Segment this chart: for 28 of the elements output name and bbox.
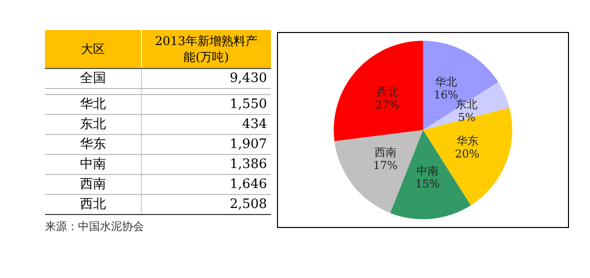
- category-label: 华东: [45, 134, 141, 154]
- data-label: 17%: [373, 159, 398, 172]
- text: 434: [242, 116, 267, 132]
- source-note: 来源：中国水泥协会: [45, 218, 145, 234]
- category-label: 西南: [45, 174, 141, 194]
- category-label: 西北: [45, 194, 141, 214]
- slice-label: 西北: [376, 86, 398, 99]
- data-label: 27%: [375, 98, 400, 112]
- data-label: 16%: [434, 88, 458, 102]
- data-label: 20%: [455, 148, 480, 161]
- category-label: 东北: [45, 114, 141, 134]
- text: 2,508: [230, 196, 267, 212]
- data-label: 15%: [415, 177, 440, 190]
- slice-label: 东北: [456, 98, 478, 112]
- text: 大区: [45, 30, 141, 68]
- category-label: 华北: [45, 94, 141, 114]
- category-label: 中南: [45, 154, 141, 174]
- slice-label: 华北: [434, 75, 457, 88]
- text: 1,646: [230, 176, 267, 192]
- text: 1,386: [230, 156, 267, 172]
- text: 1,550: [230, 96, 267, 112]
- slice-label: 中南: [416, 164, 438, 178]
- text: 9,430: [230, 70, 267, 86]
- slice-label: 西南: [374, 146, 396, 160]
- slice-label: 华东: [456, 134, 478, 148]
- category-label: 全国: [45, 68, 141, 88]
- text: 2013年新增熟料产能(万吨): [141, 30, 271, 68]
- text: 1,907: [230, 136, 267, 152]
